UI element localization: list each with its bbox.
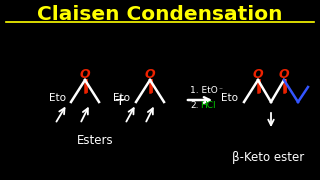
Text: +: + [114,93,126,107]
Text: β-Keto ester: β-Keto ester [232,152,304,165]
Text: Eto: Eto [221,93,238,103]
Text: Esters: Esters [77,134,113,147]
Text: ⁻: ⁻ [218,86,222,94]
Text: O: O [145,68,155,80]
Text: O: O [80,68,90,80]
Text: O: O [253,68,263,80]
Text: Eto: Eto [114,93,131,103]
Text: Eto: Eto [49,93,66,103]
Text: Claisen Condensation: Claisen Condensation [37,4,283,24]
Text: 1. EtO: 1. EtO [190,86,218,94]
Text: HCl: HCl [200,100,216,109]
Text: 2.: 2. [190,100,198,109]
Text: O: O [279,68,289,80]
